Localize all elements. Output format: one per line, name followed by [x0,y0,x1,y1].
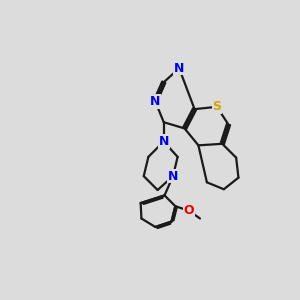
Text: N: N [168,169,178,183]
Text: N: N [150,95,160,108]
Text: O: O [184,204,194,217]
Text: S: S [212,100,221,113]
Text: N: N [174,62,184,75]
Text: N: N [159,135,169,148]
